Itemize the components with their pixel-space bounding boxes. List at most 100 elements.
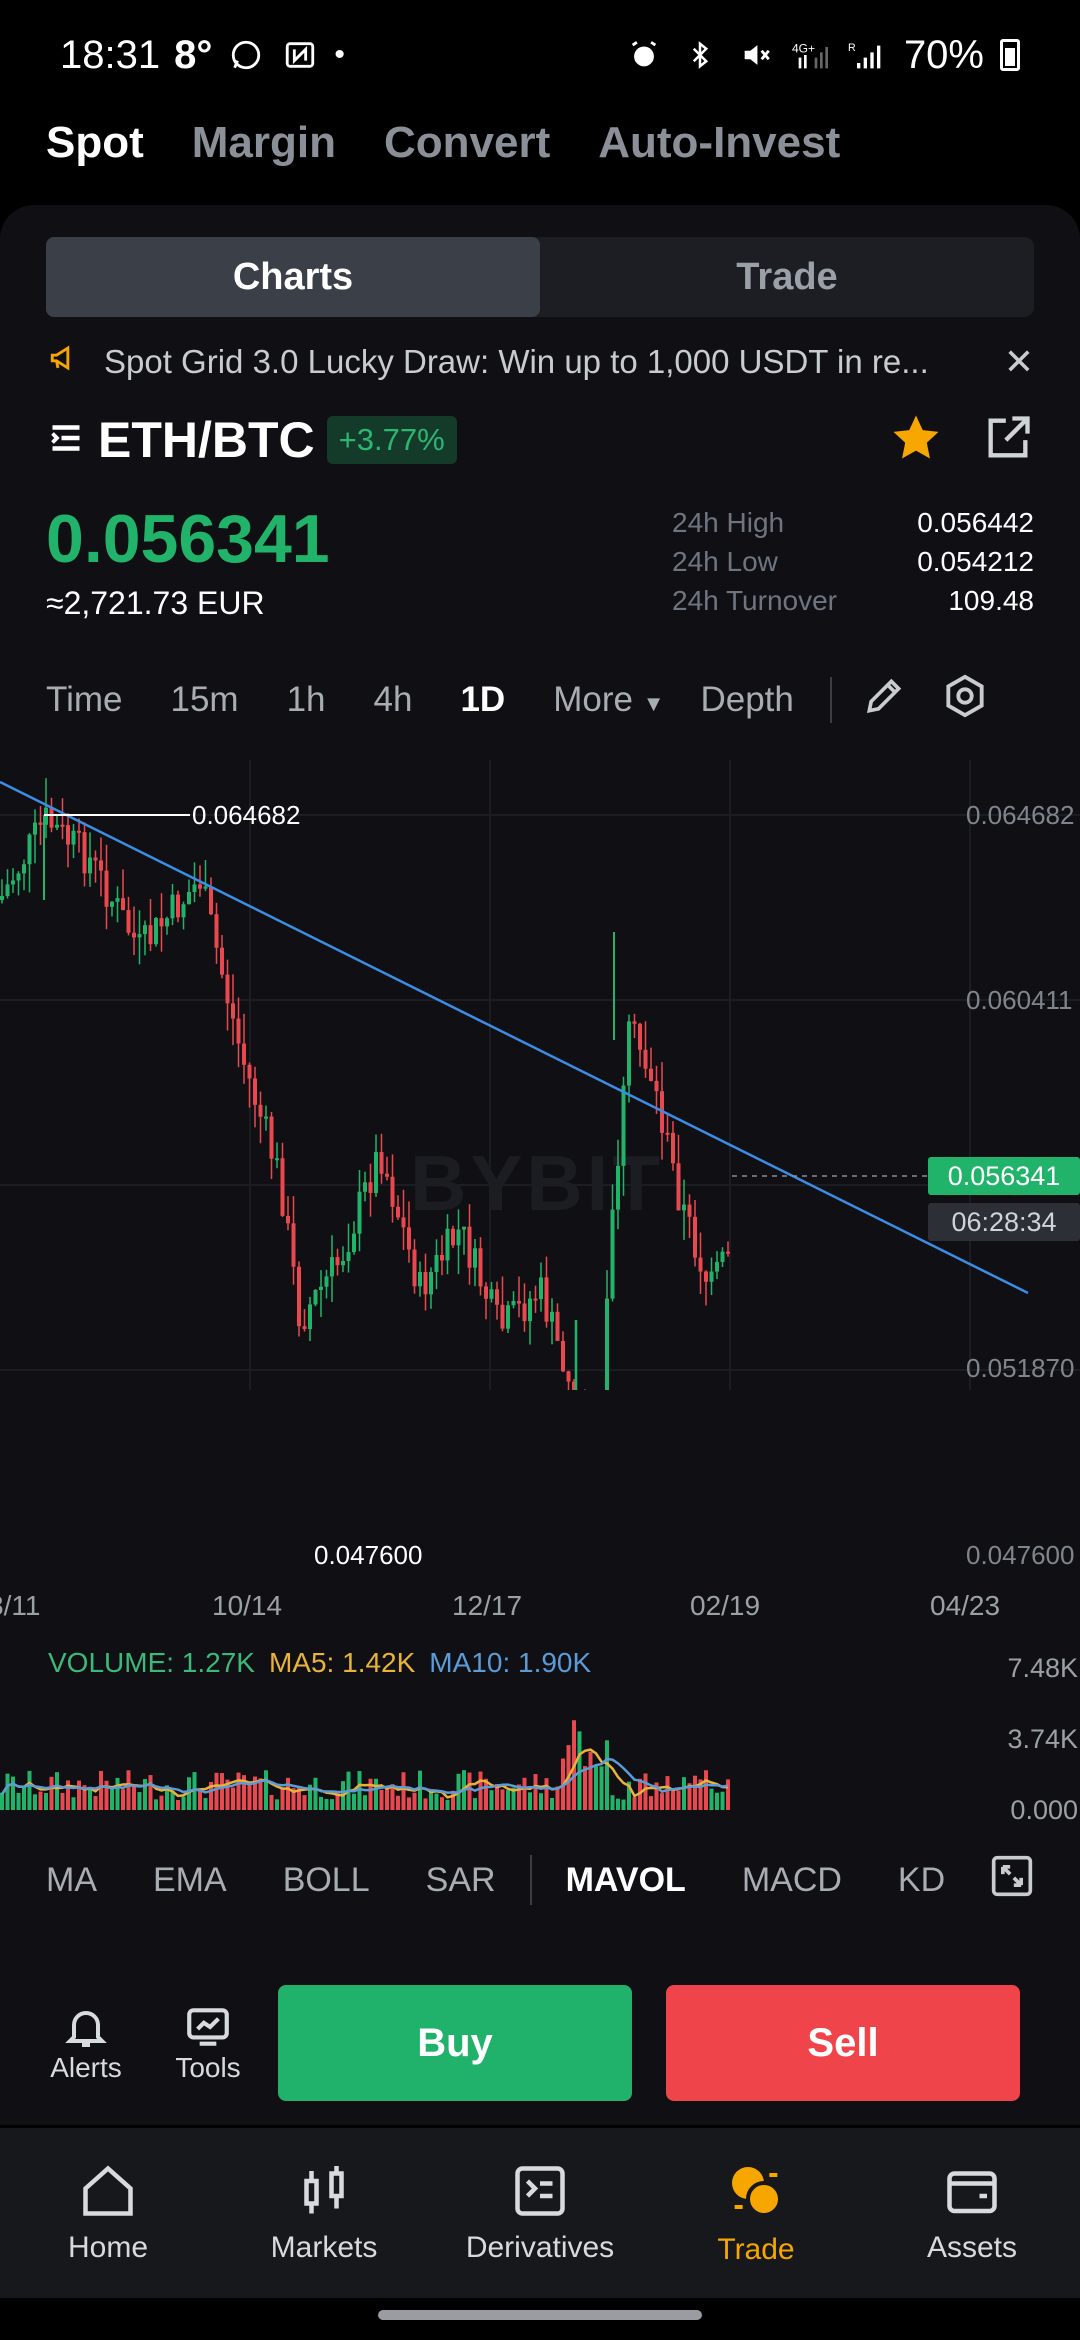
change-badge: +3.77% [326,416,457,464]
volume-bar [335,1793,340,1810]
candle [412,1249,417,1287]
volume-bar [27,1770,32,1810]
volume-bar [363,1795,367,1810]
nav-trade[interactable]: Trade [648,2128,864,2298]
nav-label: Markets [270,2231,378,2264]
volume-bar [660,1793,664,1810]
volume-bar [627,1781,631,1810]
volume-bar [654,1782,659,1810]
tf-1h[interactable]: 1h [286,680,326,719]
nav-assets[interactable]: Assets [864,2128,1080,2298]
volume-bar [605,1740,609,1810]
nav-home[interactable]: Home [0,2128,216,2298]
candle [401,1217,406,1228]
bluetooth-icon [680,35,720,75]
star-icon[interactable] [888,411,944,470]
volume-bar [0,1792,4,1810]
view-switch: Charts Trade [46,237,1034,317]
candle [297,1266,301,1327]
candlestick-chart[interactable] [0,760,1080,1390]
candle [286,1215,290,1224]
candle [49,807,54,828]
ind-boll[interactable]: BOLL [282,1860,370,1899]
nav-derivatives[interactable]: Derivatives [432,2128,648,2298]
tf-4h[interactable]: 4h [373,680,413,719]
tools-icon [187,2008,229,2046]
volume-bar [176,1799,180,1810]
tf-time[interactable]: Time [46,680,123,719]
candle [143,925,147,935]
volume-bar [423,1798,428,1810]
alerts-label: Alerts [50,2052,122,2083]
trend-line [0,780,1029,1295]
candle [192,884,197,892]
nfc-icon [280,35,320,75]
volume-bar [11,1776,15,1810]
candle [176,894,180,918]
candle [132,932,136,938]
tab-convert[interactable]: Convert [384,118,551,167]
ind-kd[interactable]: KD [897,1860,946,1899]
share-icon[interactable] [982,412,1034,469]
candle [533,1298,538,1301]
close-icon[interactable]: ✕ [1003,341,1034,382]
candle [264,1116,268,1119]
tab-spot[interactable]: Spot [46,118,144,167]
megaphone-icon [46,341,84,383]
candle [720,1251,725,1262]
buy-button[interactable]: Buy [278,1985,632,2101]
volume-bar [38,1791,43,1810]
segment-trade[interactable]: Trade [736,255,838,298]
announcement-text[interactable]: Spot Grid 3.0 Lucky Draw: Win up to 1,00… [104,343,929,380]
volume-bar [93,1796,98,1810]
candle [93,857,98,861]
candle [225,974,230,1004]
volume-bar [522,1777,527,1810]
volume-tick: 7.48K [1007,1653,1078,1683]
tf-depth[interactable]: Depth [700,680,794,719]
alerts-button[interactable]: Alerts [46,2002,126,2084]
volume-bar [555,1786,560,1810]
volume-bar [220,1773,224,1810]
tf-more[interactable]: More ▼ [553,680,664,720]
announcement-bar[interactable]: Spot Grid 3.0 Lucky Draw: Win up to 1,00… [46,333,1034,391]
nav-markets[interactable]: Markets [216,2128,432,2298]
tf-1d[interactable]: 1D [460,680,506,719]
candle [407,1227,411,1250]
candle [66,825,70,845]
pair-list-icon[interactable] [46,420,86,461]
candle [236,1018,241,1044]
volume-bar [132,1785,136,1810]
volume-bar [495,1784,499,1810]
volume-bar [110,1789,114,1810]
volume-bar [715,1792,719,1810]
volume-bar [99,1770,103,1810]
tab-auto-invest[interactable]: Auto-Invest [598,118,841,167]
trade-icon [732,2167,782,2217]
expand-icon[interactable] [990,1854,1034,1907]
pair-name[interactable]: ETH/BTC [98,412,315,468]
candle [198,884,202,889]
tf-15m[interactable]: 15m [170,680,239,719]
volume-bar [418,1770,422,1810]
volume-bar [187,1777,191,1810]
settings-icon[interactable] [942,673,988,728]
ind-macd[interactable]: MACD [741,1860,842,1899]
pencil-icon[interactable] [862,674,906,727]
segment-charts[interactable]: Charts [46,237,540,317]
candle [429,1272,433,1295]
bell-icon [65,2011,107,2047]
tools-button[interactable]: Tools [168,2002,248,2084]
stat-value: 109.48 [948,584,1034,616]
tab-margin[interactable]: Margin [191,118,336,167]
volume-bar [330,1799,334,1810]
ind-sar[interactable]: SAR [425,1860,496,1899]
stat-label: 24h Turnover [672,584,837,616]
sell-button[interactable]: Sell [666,1985,1020,2101]
volume-bar [726,1779,730,1810]
ind-ma[interactable]: MA [46,1860,97,1899]
ind-mavol[interactable]: MAVOL [565,1860,686,1899]
volume-bar [264,1770,268,1810]
ind-ema[interactable]: EMA [153,1860,227,1899]
candle [544,1277,549,1322]
